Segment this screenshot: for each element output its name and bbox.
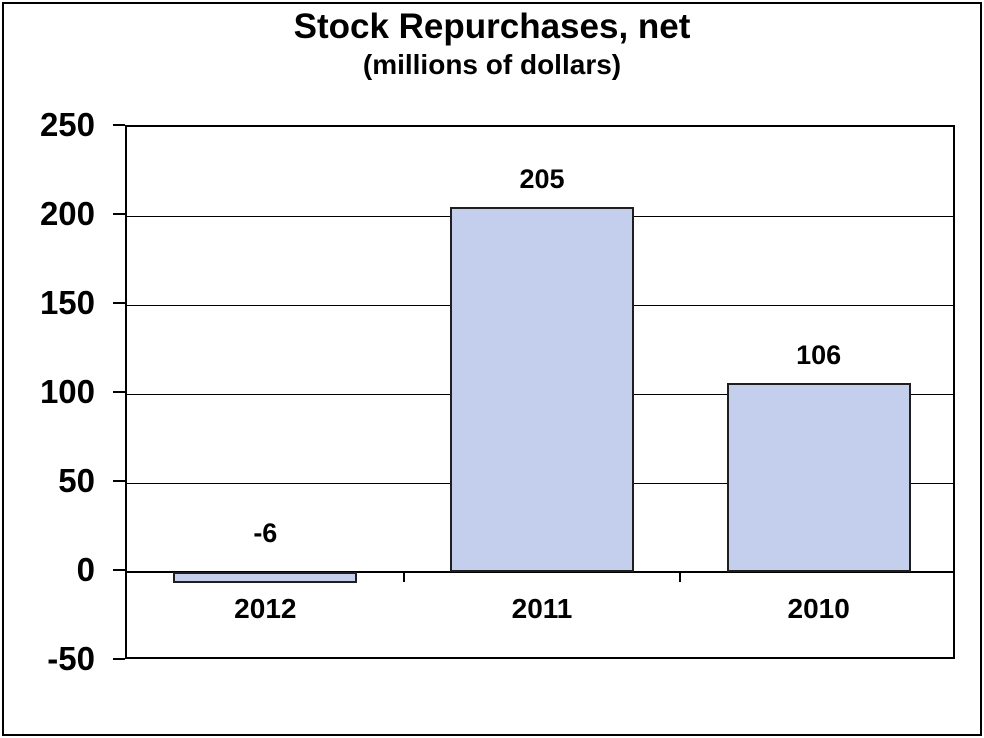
x-axis-line	[127, 571, 953, 573]
y-axis-tick	[113, 658, 125, 660]
y-axis-tick-label: 200	[39, 195, 95, 232]
y-axis-tick-label: 250	[39, 106, 95, 143]
y-axis-tick	[113, 391, 125, 393]
chart-title: Stock Repurchases, net	[293, 7, 691, 46]
bar-2012	[173, 572, 358, 583]
chart-subtitle: (millions of dollars)	[362, 49, 622, 80]
x-axis-category-label: 2011	[511, 593, 573, 624]
bar-2010	[726, 383, 911, 572]
x-axis-category-label: 2012	[234, 593, 297, 624]
y-axis-tick	[113, 480, 125, 482]
y-axis-tick-label: 50	[58, 462, 95, 499]
value-label: -6	[253, 518, 278, 548]
x-axis-tick	[679, 571, 682, 582]
x-axis-category-label: 2010	[787, 593, 850, 624]
plot-area: -6 2012 205 2011 106 2010	[125, 125, 955, 659]
y-axis-tick	[113, 569, 125, 571]
x-axis-tick	[402, 571, 405, 582]
y-axis-tick-label: 0	[76, 551, 95, 588]
value-label: 106	[796, 340, 842, 371]
y-axis-tick-label: -50	[47, 640, 95, 677]
y-axis-tick	[113, 124, 125, 126]
bar-2011	[450, 207, 634, 572]
y-axis-tick-label: 150	[39, 284, 95, 321]
y-axis-tick	[113, 213, 125, 215]
y-axis-tick-label: 100	[39, 373, 95, 410]
y-axis-tick	[113, 302, 125, 304]
value-label: 205	[519, 164, 565, 195]
